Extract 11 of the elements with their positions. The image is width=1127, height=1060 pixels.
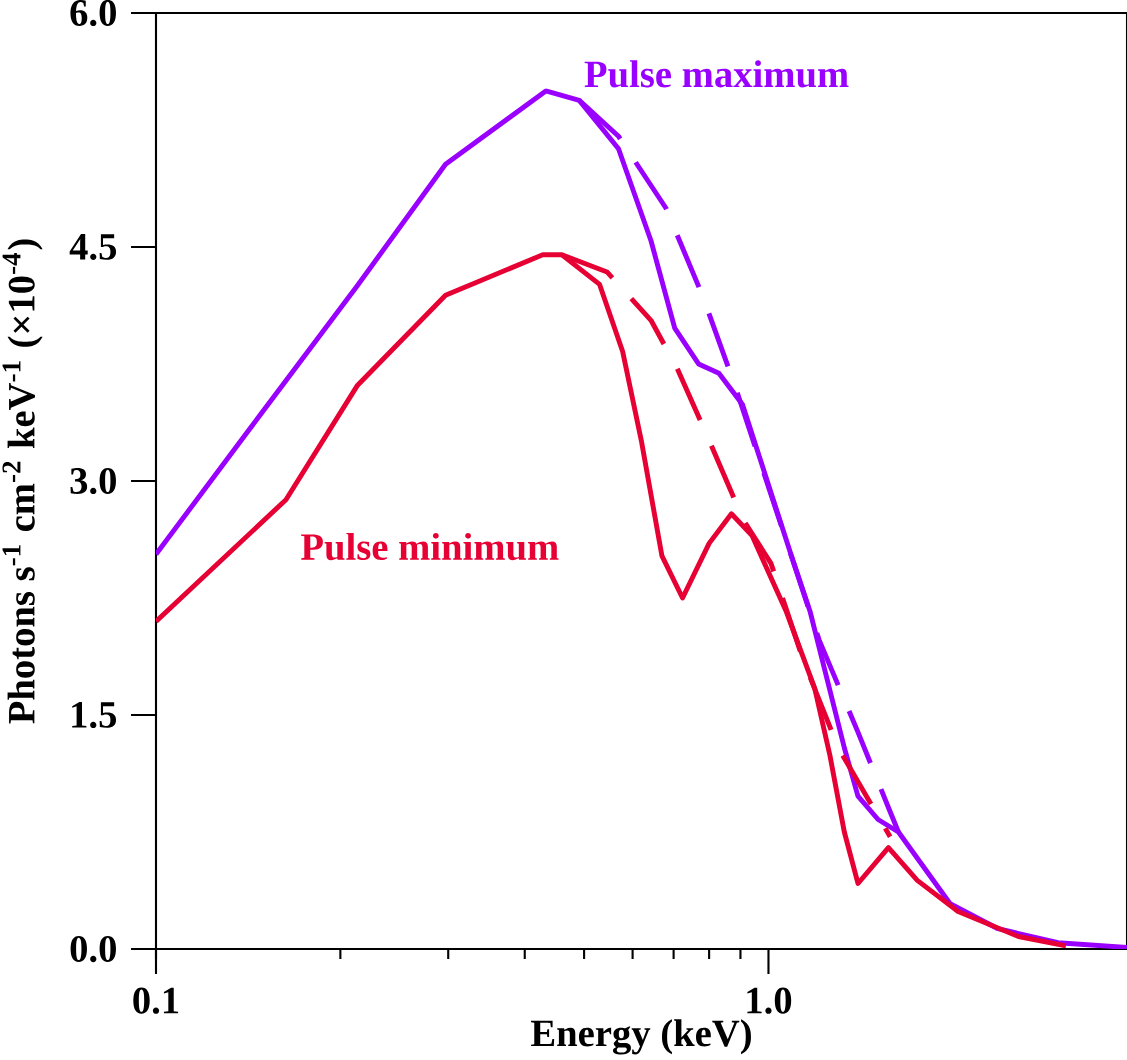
series-label: Pulse minimum [301,532,559,561]
series-label: Pulse maximum [584,60,849,88]
x-tick-label: 0.1 [133,987,179,1014]
x-tick-label: 1.0 [747,987,792,1014]
x-axis-title: Energy (keV) [531,1019,751,1055]
y-tick-label: 3.0 [70,467,116,495]
y-tick-label: 6.0 [70,0,116,27]
y-tick-label: 0.0 [70,935,116,963]
text: Photons s$^{-1}$ cm$^{-2}$ keV$^{-1}$ (×10$^{-4}$) [2,239,43,724]
y-tick-label: 4.5 [69,234,117,260]
y-tick-label: 1.5 [72,701,117,729]
